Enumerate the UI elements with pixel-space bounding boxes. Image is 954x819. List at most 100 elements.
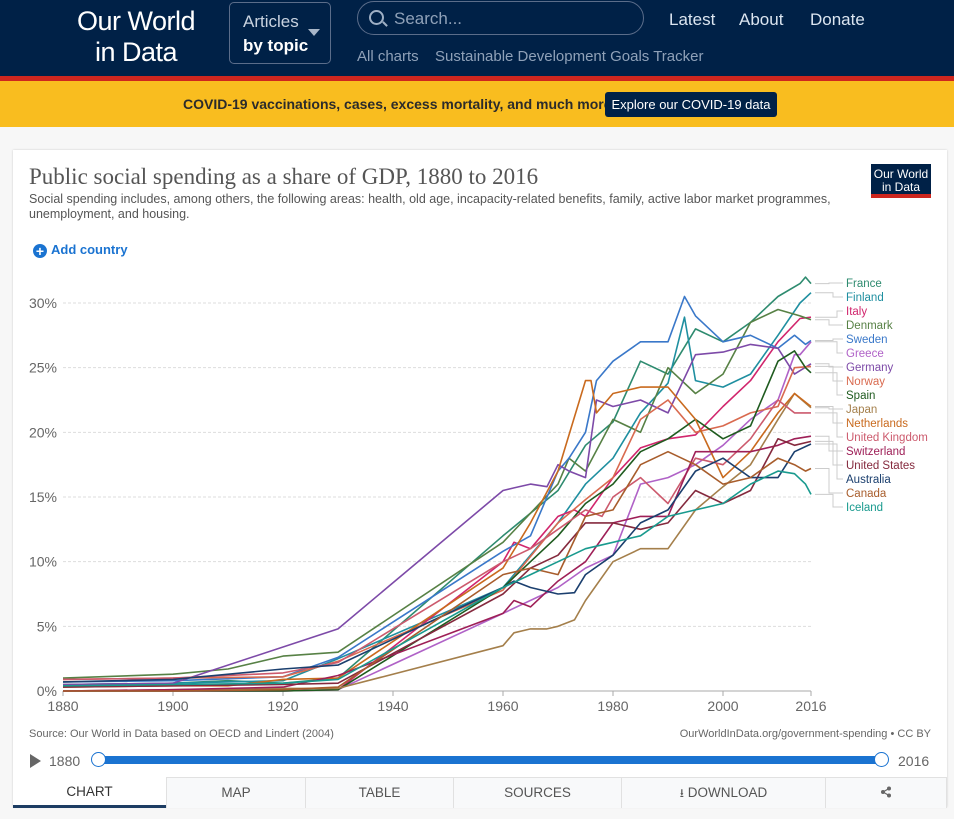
site-logo-line2: in Data <box>94 37 178 67</box>
owid-logo-line1: Our World <box>873 167 929 181</box>
series-line-finland[interactable] <box>62 292 812 687</box>
tab-map[interactable]: MAP <box>166 777 305 808</box>
series-line-denmark[interactable] <box>62 308 812 679</box>
legend-label[interactable]: France <box>846 278 882 290</box>
line-chart: 0% 5% 10% 15% 20% 25% 30% 1880 1900 1920 1940 1960 1… <box>29 276 928 714</box>
nav-latest[interactable]: Latest <box>669 10 716 29</box>
explore-covid-button[interactable]: Explore our COVID-19 data <box>605 92 777 117</box>
series-line-australia[interactable] <box>62 443 812 683</box>
site-logo[interactable]: Our World in Data <box>68 6 204 68</box>
legend-label[interactable]: Germany <box>846 362 894 374</box>
legend-connector <box>815 310 843 318</box>
x-tick-label: 1960 <box>487 698 518 714</box>
search-icon <box>369 10 384 25</box>
tab-table[interactable]: TABLE <box>305 777 453 808</box>
articles-label: Articles <box>243 12 299 31</box>
series-line-united-kingdom[interactable] <box>62 399 811 681</box>
site-header: Our World in Data Articles by topic Sear… <box>0 0 954 76</box>
legend-label[interactable]: United Kingdom <box>846 432 928 444</box>
add-country-button[interactable]: + Add country <box>33 242 128 258</box>
series-line-norway[interactable] <box>62 365 812 681</box>
covid-banner-text: COVID-19 vaccinations, cases, excess mor… <box>183 96 612 112</box>
series-line-italy[interactable] <box>63 316 812 692</box>
play-icon[interactable] <box>30 754 41 768</box>
add-country-label: Add country <box>51 242 128 257</box>
chart-title: Public social spending as a share of GDP… <box>29 164 539 189</box>
timeline-start-label: 1880 <box>49 753 81 769</box>
share-icon <box>881 786 891 798</box>
legend-label[interactable]: United States <box>846 460 915 472</box>
legend-label[interactable]: Iceland <box>846 502 883 514</box>
covid-banner: COVID-19 vaccinations, cases, excess mor… <box>0 81 954 127</box>
legend-label[interactable]: Italy <box>846 306 867 318</box>
series-line-iceland[interactable] <box>62 470 812 687</box>
tab-chart[interactable]: CHART <box>13 777 166 808</box>
timeline-end-handle[interactable] <box>874 752 889 767</box>
caret-down-icon <box>308 29 320 36</box>
legend-label[interactable]: Greece <box>846 348 884 360</box>
legend-connector <box>815 493 843 508</box>
legend-connector <box>815 372 843 396</box>
series-line-united-states[interactable] <box>62 437 812 688</box>
legend-connector <box>815 365 843 382</box>
nav-sdg-tracker[interactable]: Sustainable Development Goals Tracker <box>435 48 704 65</box>
by-topic-label: by topic <box>243 36 309 55</box>
legend-label[interactable]: Canada <box>846 488 887 500</box>
legend-label[interactable]: Denmark <box>846 320 893 332</box>
x-tick-label: 1880 <box>47 698 78 714</box>
legend-connector <box>815 292 843 298</box>
timeline-slider[interactable] <box>99 756 881 764</box>
y-tick-label: 5% <box>37 618 57 634</box>
legend-label[interactable]: Finland <box>846 292 884 304</box>
legend-label[interactable]: Netherlands <box>846 418 908 430</box>
legend-connector <box>815 363 843 368</box>
x-tick-label: 2016 <box>795 698 826 714</box>
legend-connector <box>815 341 843 354</box>
series-line-spain[interactable] <box>63 350 812 692</box>
legend-connector <box>815 440 843 466</box>
legend-connector <box>815 468 843 494</box>
series-line-netherlands[interactable] <box>62 379 812 688</box>
series-line-sweden[interactable] <box>62 295 812 683</box>
timeline-start-handle[interactable] <box>91 752 106 767</box>
tab-download-label: DOWNLOAD <box>687 785 768 800</box>
legend-connector <box>815 406 843 424</box>
y-tick-label: 25% <box>29 360 57 376</box>
legend-connector <box>815 443 843 480</box>
legend-label[interactable]: Switzerland <box>846 446 905 458</box>
legend-label[interactable]: Sweden <box>846 334 888 346</box>
search-placeholder: Search... <box>394 9 463 28</box>
legend-label[interactable]: Japan <box>846 404 877 416</box>
owid-logo[interactable]: Our World in Data <box>871 164 931 198</box>
articles-by-topic-button[interactable]: Articles by topic <box>229 2 331 64</box>
tab-sources[interactable]: SOURCES <box>453 777 621 808</box>
x-tick-label: 1940 <box>377 698 408 714</box>
series-line-canada[interactable] <box>63 450 812 692</box>
legend-connector <box>815 282 843 285</box>
chart-license[interactable]: OurWorldInData.org/government-spending •… <box>679 728 931 740</box>
header-accent-line <box>0 76 954 81</box>
series-line-japan[interactable] <box>62 392 812 692</box>
tab-download[interactable]: ⭳ DOWNLOAD <box>621 777 825 808</box>
legend-label[interactable]: Australia <box>846 474 891 486</box>
y-tick-label: 20% <box>29 424 57 440</box>
plus-circle-icon: + <box>33 244 47 258</box>
y-tick-label: 10% <box>29 554 57 570</box>
nav-about[interactable]: About <box>739 10 784 29</box>
series-line-germany[interactable] <box>62 343 812 686</box>
y-tick-label: 30% <box>29 295 57 311</box>
x-tick-label: 1980 <box>597 698 628 714</box>
nav-all-charts[interactable]: All charts <box>357 48 419 65</box>
timeline-end-label: 2016 <box>898 753 930 769</box>
chart-source[interactable]: Source: Our World in Data based on OECD … <box>29 728 334 740</box>
y-tick-label: 15% <box>29 489 57 505</box>
nav-donate[interactable]: Donate <box>810 10 865 29</box>
tab-share[interactable] <box>825 777 947 808</box>
y-tick-label: 0% <box>37 683 57 699</box>
download-icon: ⭳ <box>679 786 684 800</box>
legend-label[interactable]: Norway <box>846 376 885 388</box>
site-logo-line1: Our World <box>76 6 196 36</box>
search-input[interactable]: Search... <box>357 1 644 35</box>
series-line-switzerland[interactable] <box>62 435 812 692</box>
legend-label[interactable]: Spain <box>846 390 875 402</box>
